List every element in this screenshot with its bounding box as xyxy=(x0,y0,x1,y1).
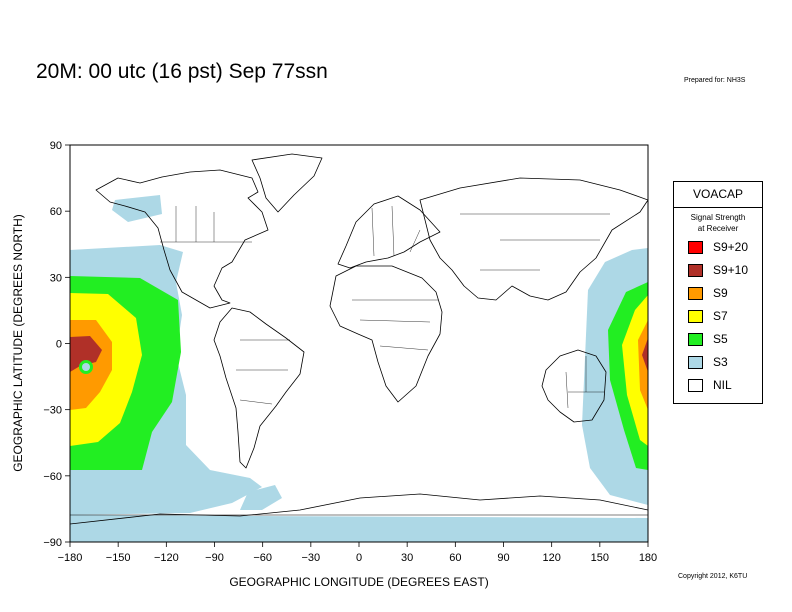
x-tick-label: 30 xyxy=(401,552,413,564)
x-tick-label: −30 xyxy=(301,552,320,564)
s7-region-east xyxy=(622,295,648,446)
x-axis-label: GEOGRAPHIC LONGITUDE (DEGREES EAST) xyxy=(229,575,488,589)
x-tick-label: −150 xyxy=(106,552,131,564)
chart-title: 20M: 00 utc (16 pst) Sep 77ssn xyxy=(36,60,328,83)
x-tick-label: −180 xyxy=(58,552,83,564)
x-tick-label: −90 xyxy=(205,552,224,564)
legend-swatch xyxy=(688,379,703,393)
legend-label: S9+20 xyxy=(713,240,749,254)
legend-subtitle-line2: at Receiver xyxy=(697,224,739,233)
africa-outline xyxy=(329,265,443,403)
map-area xyxy=(70,145,648,542)
legend-swatch xyxy=(688,241,703,255)
x-tick-label: 90 xyxy=(497,552,509,564)
legend-swatch xyxy=(688,264,703,278)
legend-swatch xyxy=(688,287,703,301)
europe-outline xyxy=(337,195,441,269)
legend-subtitle: Signal Strength at Receiver xyxy=(674,212,762,234)
legend-item: S3 xyxy=(688,355,728,371)
legend-title: VOACAP xyxy=(674,182,762,208)
y-tick-label: 90 xyxy=(50,140,62,152)
south-america-outline xyxy=(213,307,305,469)
legend-label: S7 xyxy=(713,309,728,323)
copyright-note: Copyright 2012, K6TU xyxy=(678,573,748,580)
x-tick-label: −60 xyxy=(253,552,272,564)
y-tick-label: −90 xyxy=(43,537,62,549)
x-tick-label: 120 xyxy=(542,552,560,564)
legend-swatch xyxy=(688,356,703,370)
west-signal-cone xyxy=(70,276,181,470)
legend-label: S9 xyxy=(713,286,728,300)
legend-label: NIL xyxy=(713,378,732,392)
y-axis-label: GEOGRAPHIC LATITUDE (DEGREES NORTH) xyxy=(11,214,25,472)
legend-item: NIL xyxy=(688,378,732,394)
y-tick-label: −60 xyxy=(43,471,62,483)
s3-hole-west xyxy=(82,363,90,371)
greenland-outline xyxy=(251,153,323,213)
s9-region-east xyxy=(638,320,648,410)
s9plus10-region-west xyxy=(70,336,102,372)
north-america-outline xyxy=(95,169,269,309)
legend-subtitle-line1: Signal Strength xyxy=(690,213,746,222)
legend-item: S9 xyxy=(688,286,728,302)
legend-swatch xyxy=(688,310,703,324)
legend-label: S9+10 xyxy=(713,263,749,277)
east-signal-cone xyxy=(608,282,648,470)
asia-outline xyxy=(419,177,648,301)
country-borders xyxy=(160,205,610,409)
x-axis-ticks: −180 −150 −120 −90 −60 −30 0 30 60 90 120 150 180 xyxy=(58,542,657,564)
x-tick-label: 60 xyxy=(449,552,461,564)
legend-label: S5 xyxy=(713,332,728,346)
x-tick-label: −120 xyxy=(154,552,179,564)
y-axis-ticks: −90 −60 −30 0 30 60 90 xyxy=(43,140,70,549)
y-tick-label: 30 xyxy=(50,272,62,284)
legend-item: S7 xyxy=(688,309,728,325)
y-tick-label: 60 xyxy=(50,206,62,218)
prepared-for-note: Prepared for: NH3S xyxy=(684,77,746,84)
australia-outline xyxy=(541,349,607,423)
legend-item: S9+20 xyxy=(688,240,748,256)
legend-label: S3 xyxy=(713,355,728,369)
legend: VOACAP Signal Strength at Receiver S9+20… xyxy=(673,181,763,404)
x-tick-label: 150 xyxy=(591,552,609,564)
continent-outlines xyxy=(70,153,648,525)
y-tick-label: 0 xyxy=(56,339,62,351)
x-tick-label: 0 xyxy=(356,552,362,564)
x-tick-label: 180 xyxy=(639,552,657,564)
s9plus10-region-east xyxy=(642,338,648,372)
legend-item: S9+10 xyxy=(688,263,748,279)
legend-item: S5 xyxy=(688,332,728,348)
y-tick-label: −30 xyxy=(43,405,62,417)
legend-swatch xyxy=(688,333,703,347)
